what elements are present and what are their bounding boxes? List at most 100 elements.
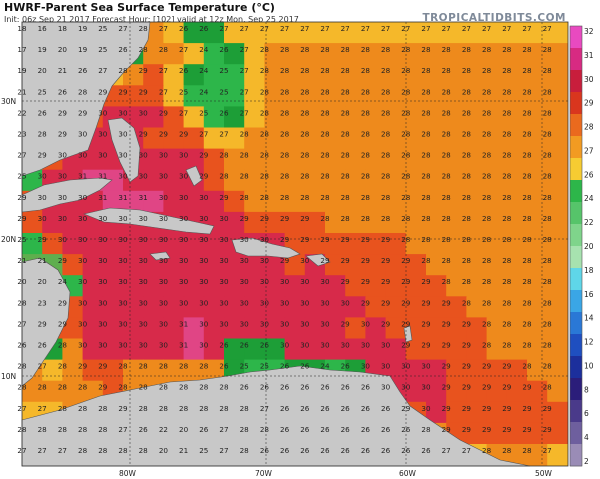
sst-cell	[264, 106, 286, 129]
sst-value-label: 29	[482, 404, 492, 413]
sst-value-label: 28	[482, 66, 492, 75]
sst-value-label: 26	[320, 404, 330, 413]
sst-value-label: 28	[58, 425, 68, 434]
sst-cell	[506, 422, 528, 445]
sst-value-label: 30	[98, 277, 108, 286]
sst-cell	[102, 275, 124, 297]
lon-label-50w: 50W	[535, 469, 553, 478]
sst-value-label: 26	[300, 425, 310, 434]
sst-value-label: 30	[78, 256, 88, 265]
sst-value-label: 25	[219, 87, 228, 96]
sst-value-label: 27	[260, 24, 269, 33]
sst-value-label: 30	[78, 130, 88, 139]
sst-value-label: 30	[260, 298, 270, 307]
sst-cell	[527, 148, 548, 171]
sst-value-label: 27	[260, 404, 269, 413]
sst-value-label: 27	[421, 24, 430, 33]
colorbar-segment	[570, 48, 582, 71]
sst-cell	[102, 169, 124, 192]
sst-value-label: 24	[58, 277, 68, 286]
sst-value-label: 29	[462, 319, 472, 328]
sst-value-label: 30	[139, 108, 149, 117]
colorbar-tick-label: 2	[584, 457, 589, 466]
sst-cell	[143, 106, 164, 129]
map-title: HWRF-Parent Sea Surface Temperature (°C)	[4, 1, 275, 14]
sst-value-label: 28	[381, 172, 391, 181]
sst-value-label: 30	[118, 172, 128, 181]
sst-value-label: 30	[421, 404, 431, 413]
sst-cell	[405, 106, 427, 129]
sst-cell	[42, 211, 63, 234]
sst-value-label: 28	[139, 446, 149, 455]
sst-value-label: 28	[361, 66, 371, 75]
sst-value-label: 28	[462, 108, 472, 117]
sst-value-label: 28	[502, 172, 512, 181]
sst-value-label: 28	[462, 256, 472, 265]
sst-value-label: 29	[58, 319, 68, 328]
sst-value-label: 30	[199, 214, 209, 223]
sst-value-label: 28	[159, 45, 169, 54]
sst-cell	[203, 233, 225, 255]
lat-label-30n: 30N	[1, 97, 16, 106]
sst-cell	[506, 233, 528, 255]
sst-value-label: 30	[219, 235, 229, 244]
sst-cell	[345, 296, 366, 318]
brand-watermark: TROPICALTIDBITS.COM	[422, 12, 566, 24]
sst-cell	[264, 254, 286, 276]
sst-value-label: 24	[199, 66, 209, 75]
sst-value-label: 29	[421, 277, 431, 286]
sst-cell	[365, 127, 387, 150]
sst-cell	[426, 233, 447, 255]
jamaica-shape	[149, 251, 171, 261]
sst-value-label: 24	[320, 362, 330, 371]
sst-cell	[203, 127, 225, 150]
sst-value-label: 30	[159, 151, 169, 160]
sst-value-label: 30	[159, 256, 169, 265]
sst-value-label: 28	[502, 130, 512, 139]
sst-value-label: 30	[139, 341, 149, 350]
sst-cell	[224, 85, 245, 107]
sst-value-label: 29	[118, 404, 128, 413]
sst-cell	[486, 380, 508, 403]
sst-cell	[345, 190, 366, 213]
sst-cell	[405, 169, 427, 192]
sst-value-label: 28	[462, 172, 472, 181]
sst-cell	[284, 190, 306, 213]
sst-value-label: 28	[320, 108, 330, 117]
sst-value-label: 28	[543, 383, 553, 392]
sst-cell	[506, 106, 528, 129]
sst-cell	[365, 211, 387, 234]
sst-cell	[547, 85, 568, 107]
sst-cell	[345, 254, 366, 276]
sst-cell	[385, 148, 407, 171]
sst-value-label: 28	[280, 87, 290, 96]
sst-cell	[123, 254, 144, 276]
sst-cell	[183, 43, 205, 65]
sst-cell	[203, 106, 225, 129]
sst-cell	[527, 296, 548, 318]
sst-cell	[224, 148, 245, 171]
sst-value-label: 28	[280, 108, 290, 117]
sst-cell	[466, 380, 488, 403]
sst-cell	[183, 254, 205, 276]
sst-value-label: 30	[361, 341, 371, 350]
sst-value-label: 28	[421, 66, 431, 75]
sst-cell	[163, 275, 185, 297]
sst-cell	[365, 85, 387, 107]
sst-value-label: 28	[381, 214, 391, 223]
sst-value-label: 28	[139, 383, 149, 392]
sst-cell	[345, 169, 366, 192]
sst-value-label: 30	[139, 319, 149, 328]
sst-cell	[426, 169, 447, 192]
sst-cell	[284, 148, 306, 171]
sst-value-label: 30	[139, 298, 149, 307]
sst-value-label: 28	[522, 87, 532, 96]
sst-value-label: 28	[502, 235, 512, 244]
sst-value-label: 26	[361, 446, 371, 455]
sst-value-label: 30	[199, 277, 209, 286]
sst-value-label: 29	[442, 425, 452, 434]
sst-value-label: 30	[179, 214, 189, 223]
sst-value-label: 26	[179, 66, 189, 75]
sst-value-label: 28	[401, 235, 411, 244]
sst-cell	[325, 64, 346, 86]
